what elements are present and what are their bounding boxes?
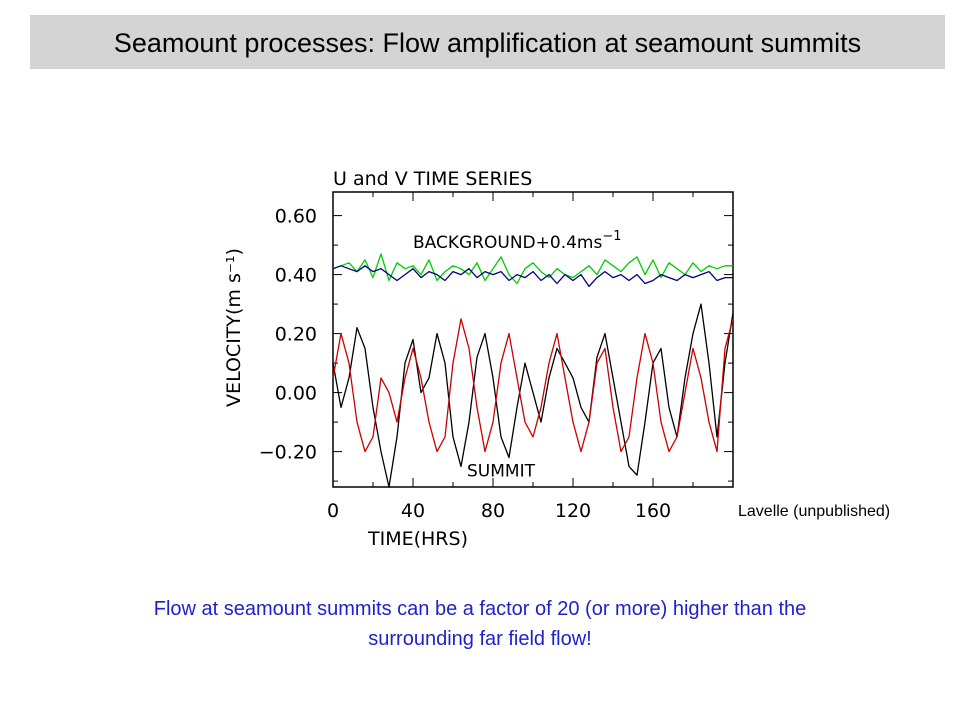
x-tick-label: 160 bbox=[635, 500, 671, 522]
series-line-2 bbox=[332, 265, 733, 288]
annotation-2: SUMMIT bbox=[467, 462, 536, 482]
x-tick-label: 0 bbox=[327, 500, 339, 522]
y-tick-label: 0.60 bbox=[275, 206, 317, 228]
annotation-superscript: −1 bbox=[602, 229, 621, 244]
annotation-1: BACKGROUND+0.4ms−1 bbox=[413, 229, 622, 253]
title-bar: Seamount processes: Flow amplification a… bbox=[30, 15, 945, 69]
y-tick-label: −0.20 bbox=[259, 442, 317, 464]
x-tick-label: 40 bbox=[401, 500, 425, 522]
series-line-1 bbox=[332, 253, 733, 285]
y-tick-label: 0.40 bbox=[275, 265, 317, 287]
series-line-3 bbox=[332, 303, 734, 488]
caption-line-1: Flow at seamount summits can be a factor… bbox=[153, 598, 807, 620]
page-title: Seamount processes: Flow amplification a… bbox=[113, 28, 862, 58]
caption: Flow at seamount summits can be a factor… bbox=[20, 594, 940, 654]
x-axis-label: TIME(HRS) bbox=[367, 528, 468, 550]
y-tick-label: 0.20 bbox=[275, 324, 317, 346]
caption-line-2: surrounding far field flow! bbox=[368, 628, 592, 650]
x-tick-label: 80 bbox=[481, 500, 505, 522]
series-line-4 bbox=[332, 318, 734, 453]
chart-title: U and V TIME SERIES bbox=[333, 168, 532, 190]
x-tick-label: 120 bbox=[555, 500, 591, 522]
y-axis-label: VELOCITY(m s⁻¹) bbox=[223, 248, 245, 407]
credit-text: Lavelle (unpublished) bbox=[738, 503, 891, 520]
y-tick-label: 0.00 bbox=[275, 383, 317, 405]
